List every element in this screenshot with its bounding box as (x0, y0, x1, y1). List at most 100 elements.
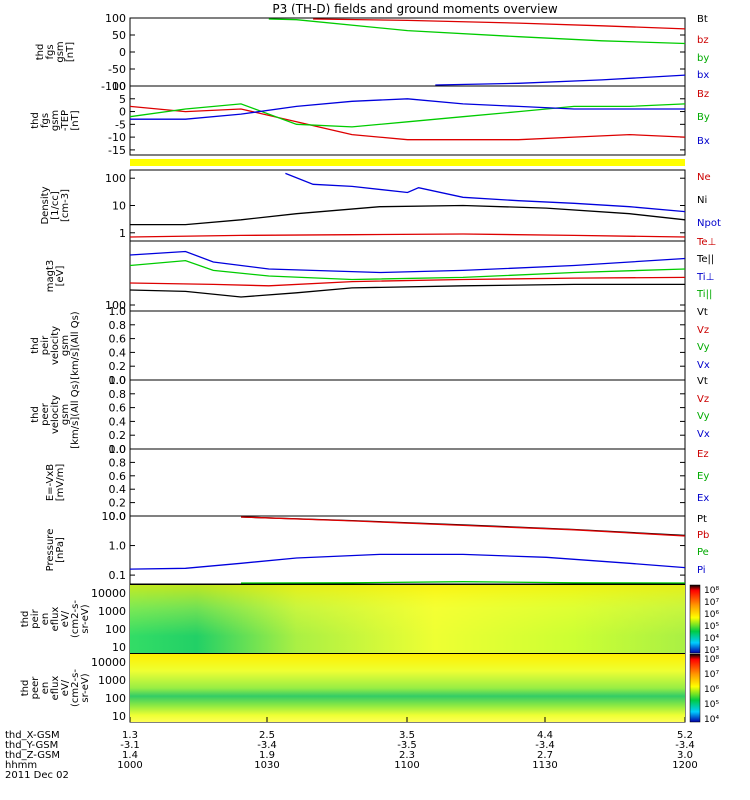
y-tick-label: 0.6 (109, 470, 127, 483)
y-axis-label-line: gsm (60, 404, 71, 425)
y-tick-label: -5 (115, 118, 126, 131)
panel-0: 100 50 0 -50 -100 thd fgs gsm [nT] Bt bz by bx (35, 12, 709, 93)
y-axis-label-line: thd (30, 337, 41, 354)
y-axis-label-line: peer (30, 676, 41, 700)
series-Bz (129, 105, 686, 141)
y-tick-label: 0.6 (109, 333, 127, 346)
legend-Ti⊥: Ti⊥ (696, 272, 714, 283)
y-axis-label-line: thd (20, 680, 31, 697)
legend-Npot: Npot (697, 218, 721, 229)
y-axis-label: thd peer en eflux eV/(cm2-s-sr-eV) (20, 669, 91, 707)
colorbar-tick: 10⁵ (704, 700, 719, 710)
series-bz (313, 18, 686, 30)
y-tick-label: 10.0 (102, 510, 127, 523)
footer-label-x: thd_X-GSM (5, 730, 60, 741)
colorbar-tick: 10⁷ (704, 598, 719, 608)
y-tick-label: 1 (119, 227, 126, 240)
colorbar-tick: 10³ (704, 646, 719, 656)
y-tick-label: 0.4 (109, 346, 127, 359)
y-axis-label-line: [nT] (70, 110, 81, 130)
series-Npot (285, 172, 686, 213)
footer-value: 2.5 (259, 730, 275, 741)
series-bx (435, 74, 686, 86)
y-tick-label: 100 (105, 172, 126, 185)
y-tick-label: 0.2 (109, 429, 127, 442)
y-axis-label-line: eflux (50, 607, 61, 632)
colorbar-tick: 10⁸ (704, 655, 719, 665)
panel-frame (129, 17, 686, 87)
y-axis-label-line: velocity (50, 326, 61, 365)
footer-label-z: thd_Z-GSM (5, 750, 60, 761)
legend-Bz: Bz (697, 89, 709, 100)
legend-Pi: Pi (697, 565, 706, 576)
legend-Bx: Bx (697, 136, 710, 147)
legend-Vy: Vy (697, 342, 710, 353)
colorbar-tick: 10⁶ (704, 610, 719, 620)
y-axis-label: thd peer velocity gsm [km/s](All Qs) (30, 380, 81, 448)
series-Bx (130, 98, 685, 120)
legend-Bt: Bt (697, 14, 708, 25)
footer-value: -3.4 (257, 740, 277, 751)
y-axis-label-line: Pressure (45, 529, 56, 572)
legend-Pe: Pe (697, 547, 709, 558)
series-Ne (129, 233, 686, 238)
panel-frame (129, 379, 686, 450)
footer-value: 3.0 (677, 750, 693, 761)
ion-colorbar (689, 584, 701, 654)
series-Pe (240, 581, 686, 584)
legend-Vt: Vt (697, 307, 708, 318)
y-axis-label-line: fgs (40, 113, 51, 128)
legend-Vt: Vt (697, 376, 708, 387)
y-axis-label-line: [1/cc] (50, 191, 61, 220)
footer-value: 1100 (394, 760, 419, 771)
panel-3: 100 magt3 [eV] Te⊥ Te|| Ti⊥ Ti|| (45, 237, 716, 312)
panel-2: 100 10 1 Density [1/cc] [cm-3] Ne Ni Npot (40, 169, 721, 242)
legend-Ex: Ex (697, 493, 709, 504)
y-tick-label: 100 (105, 692, 126, 705)
y-axis-label-line: (cm2-s- (70, 600, 81, 638)
legend-Pb: Pb (697, 530, 709, 541)
colorbar-tick: 10⁴ (704, 715, 719, 725)
y-axis-label-line: eV/ (60, 610, 71, 627)
legend-Pt: Pt (697, 514, 707, 525)
y-axis-label-line: [km/s](All Qs) (70, 380, 81, 448)
y-tick-label: 10 (112, 641, 126, 654)
y-axis-label-line: [mV/m] (55, 464, 66, 502)
y-axis-label-line: magt3 (45, 260, 56, 293)
panel-frame (129, 515, 686, 585)
panel-7: 10.0 1.0 0.1 Pressure [nPa] Pt Pb Pe Pi (45, 510, 709, 585)
y-axis-label-line: [km/s](All Qs) (70, 311, 81, 379)
series-Ni (130, 204, 686, 226)
series-by (268, 18, 686, 45)
y-axis-label: thd fgs gsm [nT] (35, 41, 76, 62)
y-axis-label-line: peir (40, 335, 51, 355)
footer-value: -3.4 (535, 740, 555, 751)
y-tick-label: 0.4 (109, 483, 127, 496)
y-tick-label: 0.6 (109, 402, 127, 415)
y-axis-label-line: sr-eV) (80, 673, 91, 702)
footer-value: -3.4 (675, 740, 695, 751)
y-tick-label: 0.4 (109, 415, 127, 428)
panel-frame (129, 448, 686, 517)
y-tick-label: 1.0 (109, 374, 127, 387)
y-axis-label-line: gsm (50, 110, 61, 131)
series-Te⊥ (129, 276, 686, 287)
y-tick-label: 10 (112, 200, 126, 213)
y-tick-label: 100 (105, 12, 126, 25)
y-tick-label: 1000 (98, 605, 126, 618)
y-axis-label: Pressure [nPa] (45, 529, 66, 572)
footer-value: 3.5 (399, 730, 415, 741)
panel-frame (129, 240, 686, 312)
electron-spectrogram (130, 653, 701, 723)
y-tick-label: 100 (105, 623, 126, 636)
legend-Vz: Vz (697, 394, 709, 405)
electron-colorbar (689, 653, 701, 723)
footer-label-time: hhmm (5, 760, 37, 771)
legend-Ne: Ne (697, 172, 711, 183)
y-axis-label: magt3 [eV] (45, 260, 66, 293)
y-axis-label: E=-VxB [mV/m] (45, 464, 66, 502)
y-tick-label: 1.0 (109, 305, 127, 318)
y-axis-label-line: gsm (55, 41, 66, 62)
y-axis-label-line: [cm-3] (60, 189, 71, 222)
